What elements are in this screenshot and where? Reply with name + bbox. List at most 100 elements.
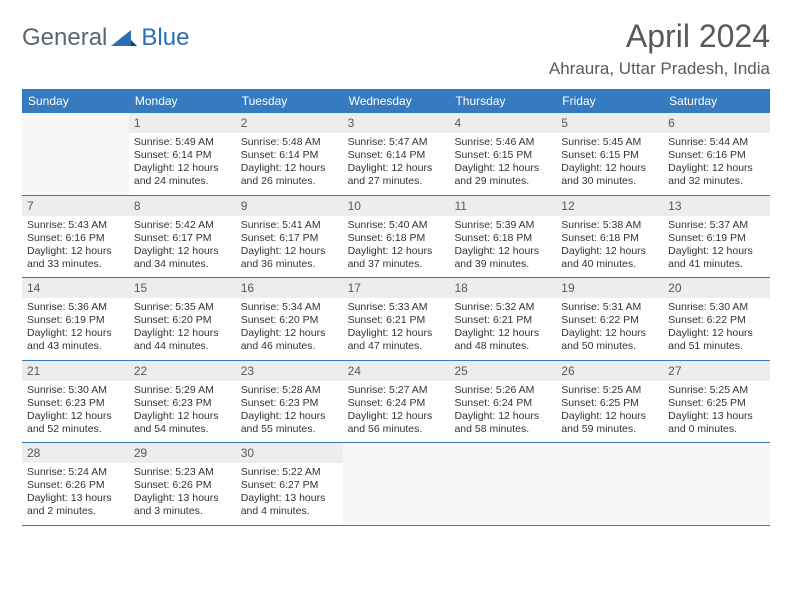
day-cell: 20Sunrise: 5:30 AMSunset: 6:22 PMDayligh… bbox=[663, 278, 770, 360]
daylight-line-2: and 27 minutes. bbox=[348, 175, 445, 188]
daylight-line-1: Daylight: 12 hours bbox=[348, 410, 445, 423]
day-details: Sunrise: 5:34 AMSunset: 6:20 PMDaylight:… bbox=[236, 298, 343, 360]
day-details: Sunrise: 5:46 AMSunset: 6:15 PMDaylight:… bbox=[449, 133, 556, 195]
day-details: Sunrise: 5:28 AMSunset: 6:23 PMDaylight:… bbox=[236, 381, 343, 443]
day-details: Sunrise: 5:43 AMSunset: 6:16 PMDaylight:… bbox=[22, 216, 129, 278]
sunrise-line: Sunrise: 5:42 AM bbox=[134, 219, 231, 232]
daylight-line-2: and 41 minutes. bbox=[668, 258, 765, 271]
sunrise-line: Sunrise: 5:48 AM bbox=[241, 136, 338, 149]
daylight-line-1: Daylight: 12 hours bbox=[134, 327, 231, 340]
sunrise-line: Sunrise: 5:23 AM bbox=[134, 466, 231, 479]
weekday-header: Thursday bbox=[449, 89, 556, 113]
day-cell: 25Sunrise: 5:26 AMSunset: 6:24 PMDayligh… bbox=[449, 361, 556, 443]
day-number: 18 bbox=[449, 278, 556, 298]
day-details: Sunrise: 5:31 AMSunset: 6:22 PMDaylight:… bbox=[556, 298, 663, 360]
daylight-line-1: Daylight: 12 hours bbox=[241, 327, 338, 340]
weekday-header: Wednesday bbox=[343, 89, 450, 113]
sunset-line: Sunset: 6:22 PM bbox=[561, 314, 658, 327]
daylight-line-2: and 55 minutes. bbox=[241, 423, 338, 436]
day-number: 1 bbox=[129, 113, 236, 133]
day-details: Sunrise: 5:33 AMSunset: 6:21 PMDaylight:… bbox=[343, 298, 450, 360]
sunrise-line: Sunrise: 5:41 AM bbox=[241, 219, 338, 232]
brand-logo: General Blue bbox=[22, 24, 189, 52]
daylight-line-2: and 47 minutes. bbox=[348, 340, 445, 353]
day-details: Sunrise: 5:44 AMSunset: 6:16 PMDaylight:… bbox=[663, 133, 770, 195]
day-cell: 15Sunrise: 5:35 AMSunset: 6:20 PMDayligh… bbox=[129, 278, 236, 360]
sunset-line: Sunset: 6:27 PM bbox=[241, 479, 338, 492]
sunset-line: Sunset: 6:14 PM bbox=[134, 149, 231, 162]
daylight-line-1: Daylight: 12 hours bbox=[348, 327, 445, 340]
daylight-line-2: and 46 minutes. bbox=[241, 340, 338, 353]
day-number: 22 bbox=[129, 361, 236, 381]
daylight-line-2: and 56 minutes. bbox=[348, 423, 445, 436]
brand-triangle-icon bbox=[111, 28, 139, 48]
day-details: Sunrise: 5:45 AMSunset: 6:15 PMDaylight:… bbox=[556, 133, 663, 195]
daylight-line-2: and 33 minutes. bbox=[27, 258, 124, 271]
day-details: Sunrise: 5:42 AMSunset: 6:17 PMDaylight:… bbox=[129, 216, 236, 278]
daylight-line-1: Daylight: 12 hours bbox=[27, 410, 124, 423]
daylight-line-1: Daylight: 13 hours bbox=[27, 492, 124, 505]
daylight-line-1: Daylight: 12 hours bbox=[561, 410, 658, 423]
day-number: 14 bbox=[22, 278, 129, 298]
sunset-line: Sunset: 6:17 PM bbox=[241, 232, 338, 245]
day-cell: 12Sunrise: 5:38 AMSunset: 6:18 PMDayligh… bbox=[556, 196, 663, 278]
daylight-line-2: and 4 minutes. bbox=[241, 505, 338, 518]
daylight-line-2: and 44 minutes. bbox=[134, 340, 231, 353]
calendar-body: 1Sunrise: 5:49 AMSunset: 6:14 PMDaylight… bbox=[22, 113, 770, 526]
sunrise-line: Sunrise: 5:45 AM bbox=[561, 136, 658, 149]
sunrise-line: Sunrise: 5:30 AM bbox=[668, 301, 765, 314]
sunrise-line: Sunrise: 5:29 AM bbox=[134, 384, 231, 397]
day-number: 7 bbox=[22, 196, 129, 216]
weekday-header: Friday bbox=[556, 89, 663, 113]
day-details: Sunrise: 5:48 AMSunset: 6:14 PMDaylight:… bbox=[236, 133, 343, 195]
daylight-line-1: Daylight: 13 hours bbox=[668, 410, 765, 423]
day-cell: 29Sunrise: 5:23 AMSunset: 6:26 PMDayligh… bbox=[129, 443, 236, 525]
sunset-line: Sunset: 6:15 PM bbox=[454, 149, 551, 162]
location-label: Ahraura, Uttar Pradesh, India bbox=[22, 59, 770, 79]
day-number: 20 bbox=[663, 278, 770, 298]
daylight-line-1: Daylight: 12 hours bbox=[454, 327, 551, 340]
calendar-week-row: 21Sunrise: 5:30 AMSunset: 6:23 PMDayligh… bbox=[22, 361, 770, 444]
sunset-line: Sunset: 6:21 PM bbox=[348, 314, 445, 327]
day-number: 6 bbox=[663, 113, 770, 133]
day-details: Sunrise: 5:40 AMSunset: 6:18 PMDaylight:… bbox=[343, 216, 450, 278]
day-details: Sunrise: 5:35 AMSunset: 6:20 PMDaylight:… bbox=[129, 298, 236, 360]
daylight-line-2: and 24 minutes. bbox=[134, 175, 231, 188]
day-cell: 26Sunrise: 5:25 AMSunset: 6:25 PMDayligh… bbox=[556, 361, 663, 443]
daylight-line-1: Daylight: 12 hours bbox=[134, 410, 231, 423]
brand-text-general: General bbox=[22, 24, 107, 52]
daylight-line-2: and 50 minutes. bbox=[561, 340, 658, 353]
day-cell: 14Sunrise: 5:36 AMSunset: 6:19 PMDayligh… bbox=[22, 278, 129, 360]
daylight-line-2: and 0 minutes. bbox=[668, 423, 765, 436]
sunrise-line: Sunrise: 5:31 AM bbox=[561, 301, 658, 314]
day-cell: 16Sunrise: 5:34 AMSunset: 6:20 PMDayligh… bbox=[236, 278, 343, 360]
day-cell: 11Sunrise: 5:39 AMSunset: 6:18 PMDayligh… bbox=[449, 196, 556, 278]
daylight-line-2: and 43 minutes. bbox=[27, 340, 124, 353]
day-details: Sunrise: 5:24 AMSunset: 6:26 PMDaylight:… bbox=[22, 463, 129, 525]
daylight-line-2: and 29 minutes. bbox=[454, 175, 551, 188]
sunrise-line: Sunrise: 5:28 AM bbox=[241, 384, 338, 397]
day-cell: 5Sunrise: 5:45 AMSunset: 6:15 PMDaylight… bbox=[556, 113, 663, 195]
sunset-line: Sunset: 6:25 PM bbox=[561, 397, 658, 410]
day-number: 5 bbox=[556, 113, 663, 133]
day-cell: 17Sunrise: 5:33 AMSunset: 6:21 PMDayligh… bbox=[343, 278, 450, 360]
daylight-line-1: Daylight: 12 hours bbox=[454, 410, 551, 423]
day-cell: 2Sunrise: 5:48 AMSunset: 6:14 PMDaylight… bbox=[236, 113, 343, 195]
day-cell: 28Sunrise: 5:24 AMSunset: 6:26 PMDayligh… bbox=[22, 443, 129, 525]
daylight-line-2: and 30 minutes. bbox=[561, 175, 658, 188]
sunset-line: Sunset: 6:17 PM bbox=[134, 232, 231, 245]
daylight-line-1: Daylight: 12 hours bbox=[561, 327, 658, 340]
day-number: 24 bbox=[343, 361, 450, 381]
daylight-line-1: Daylight: 12 hours bbox=[241, 245, 338, 258]
day-number: 16 bbox=[236, 278, 343, 298]
sunrise-line: Sunrise: 5:27 AM bbox=[348, 384, 445, 397]
sunset-line: Sunset: 6:14 PM bbox=[348, 149, 445, 162]
empty-day-cell bbox=[556, 443, 663, 525]
day-number: 8 bbox=[129, 196, 236, 216]
day-details: Sunrise: 5:30 AMSunset: 6:23 PMDaylight:… bbox=[22, 381, 129, 443]
daylight-line-1: Daylight: 12 hours bbox=[668, 327, 765, 340]
day-cell: 27Sunrise: 5:25 AMSunset: 6:25 PMDayligh… bbox=[663, 361, 770, 443]
day-cell: 6Sunrise: 5:44 AMSunset: 6:16 PMDaylight… bbox=[663, 113, 770, 195]
sunrise-line: Sunrise: 5:37 AM bbox=[668, 219, 765, 232]
sunset-line: Sunset: 6:26 PM bbox=[134, 479, 231, 492]
